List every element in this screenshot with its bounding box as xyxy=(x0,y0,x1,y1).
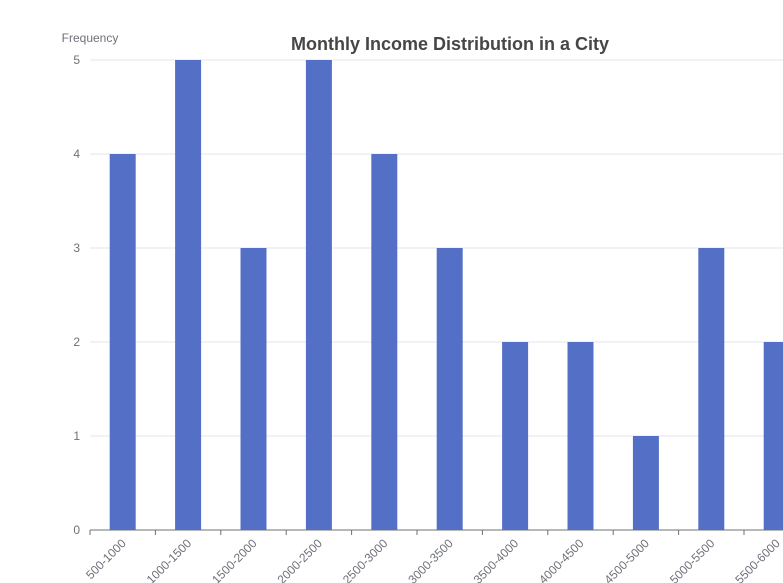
y-tick-label: 0 xyxy=(73,523,80,537)
x-tick-label: 1500-2000 xyxy=(209,536,260,583)
x-tick-label: 3500-4000 xyxy=(471,536,522,583)
bar-5500-6000[interactable] xyxy=(763,342,783,530)
y-tick-label: 3 xyxy=(73,241,80,255)
bar-1500-2000[interactable] xyxy=(240,248,267,530)
bar-5000-5500[interactable] xyxy=(698,248,725,530)
y-tick-label: 1 xyxy=(73,429,80,443)
x-tick-label: 4000-4500 xyxy=(536,536,587,583)
y-tick-label: 2 xyxy=(73,335,80,349)
x-tick-label: 2500-3000 xyxy=(340,536,391,583)
bar-4500-5000[interactable] xyxy=(632,436,659,530)
chart-title: Monthly Income Distribution in a City xyxy=(291,34,609,54)
bar-4000-4500[interactable] xyxy=(567,342,594,530)
bar-1000-1500[interactable] xyxy=(175,60,202,530)
x-tick-label: 1000-1500 xyxy=(144,536,195,583)
y-tick-label: 5 xyxy=(73,53,80,67)
x-tick-label: 3000-3500 xyxy=(405,536,456,583)
x-tick-label: 500-1000 xyxy=(83,536,129,582)
bar-3000-3500[interactable] xyxy=(436,248,463,530)
x-tick-label: 5500-6000 xyxy=(732,536,783,583)
bar-3500-4000[interactable] xyxy=(502,342,529,530)
bar-500-1000[interactable] xyxy=(109,154,136,530)
y-axis-title: Frequency xyxy=(62,31,119,45)
x-tick-label: 5000-5500 xyxy=(667,536,718,583)
bar-2000-2500[interactable] xyxy=(305,60,332,530)
y-tick-label: 4 xyxy=(73,147,80,161)
bar-2500-3000[interactable] xyxy=(371,154,398,530)
x-tick-label: 4500-5000 xyxy=(602,536,653,583)
bars xyxy=(109,60,783,530)
x-tick-label: 2000-2500 xyxy=(275,536,326,583)
